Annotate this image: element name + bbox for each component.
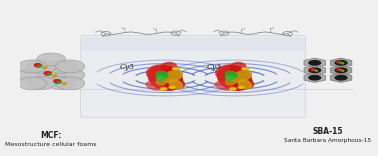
Ellipse shape: [215, 81, 234, 91]
FancyBboxPatch shape: [81, 37, 305, 51]
Ellipse shape: [336, 68, 342, 72]
Ellipse shape: [237, 79, 252, 90]
Circle shape: [229, 87, 237, 90]
Circle shape: [238, 86, 245, 89]
Text: Santa Barbara Amorphous-15: Santa Barbara Amorphous-15: [284, 138, 372, 143]
Circle shape: [46, 76, 76, 89]
Circle shape: [335, 67, 348, 73]
Polygon shape: [330, 66, 352, 75]
Ellipse shape: [231, 70, 252, 83]
Circle shape: [37, 65, 43, 67]
FancyBboxPatch shape: [81, 35, 305, 117]
Ellipse shape: [160, 62, 178, 73]
Ellipse shape: [336, 60, 342, 64]
Circle shape: [18, 68, 47, 81]
Polygon shape: [304, 73, 325, 82]
Ellipse shape: [225, 75, 234, 81]
Circle shape: [37, 68, 66, 81]
Circle shape: [335, 60, 348, 66]
Ellipse shape: [43, 71, 52, 76]
Ellipse shape: [146, 64, 171, 79]
Circle shape: [46, 60, 76, 73]
Ellipse shape: [146, 81, 164, 91]
Ellipse shape: [155, 71, 169, 79]
Text: Cy5: Cy5: [120, 63, 135, 71]
Text: MCF:: MCF:: [40, 131, 62, 140]
Circle shape: [18, 60, 47, 73]
Circle shape: [308, 75, 321, 81]
Ellipse shape: [225, 71, 238, 79]
Ellipse shape: [341, 62, 345, 64]
Circle shape: [172, 67, 180, 70]
Circle shape: [241, 67, 249, 70]
Ellipse shape: [225, 76, 237, 86]
Ellipse shape: [161, 70, 183, 83]
Ellipse shape: [229, 62, 247, 73]
Circle shape: [56, 81, 62, 83]
Circle shape: [56, 68, 85, 81]
Circle shape: [27, 76, 56, 89]
Circle shape: [308, 60, 321, 66]
Ellipse shape: [215, 64, 240, 79]
Polygon shape: [304, 66, 325, 75]
Text: Mesostructure cellular foams: Mesostructure cellular foams: [5, 142, 97, 147]
Circle shape: [160, 87, 167, 90]
Circle shape: [308, 67, 321, 73]
Circle shape: [338, 61, 342, 63]
Circle shape: [18, 77, 47, 90]
Text: Cy3: Cy3: [206, 63, 221, 71]
Ellipse shape: [42, 66, 48, 69]
Circle shape: [37, 53, 66, 66]
Ellipse shape: [315, 70, 318, 72]
Circle shape: [27, 60, 56, 73]
Circle shape: [47, 73, 52, 75]
Circle shape: [338, 69, 342, 71]
Circle shape: [312, 69, 316, 71]
Circle shape: [56, 60, 85, 73]
Ellipse shape: [156, 75, 164, 81]
Text: SBA-15: SBA-15: [313, 127, 343, 136]
Ellipse shape: [62, 82, 67, 85]
Polygon shape: [330, 73, 352, 82]
Ellipse shape: [232, 76, 254, 89]
Polygon shape: [304, 58, 325, 68]
Ellipse shape: [53, 79, 62, 84]
Ellipse shape: [217, 65, 252, 91]
Circle shape: [56, 77, 85, 90]
Ellipse shape: [52, 74, 57, 77]
Polygon shape: [330, 58, 352, 68]
Ellipse shape: [168, 79, 183, 90]
Ellipse shape: [341, 70, 345, 72]
Ellipse shape: [310, 68, 316, 72]
Ellipse shape: [34, 63, 42, 68]
Ellipse shape: [147, 65, 183, 91]
Ellipse shape: [163, 76, 185, 89]
Circle shape: [335, 75, 348, 81]
Ellipse shape: [156, 76, 168, 86]
Circle shape: [169, 86, 176, 89]
